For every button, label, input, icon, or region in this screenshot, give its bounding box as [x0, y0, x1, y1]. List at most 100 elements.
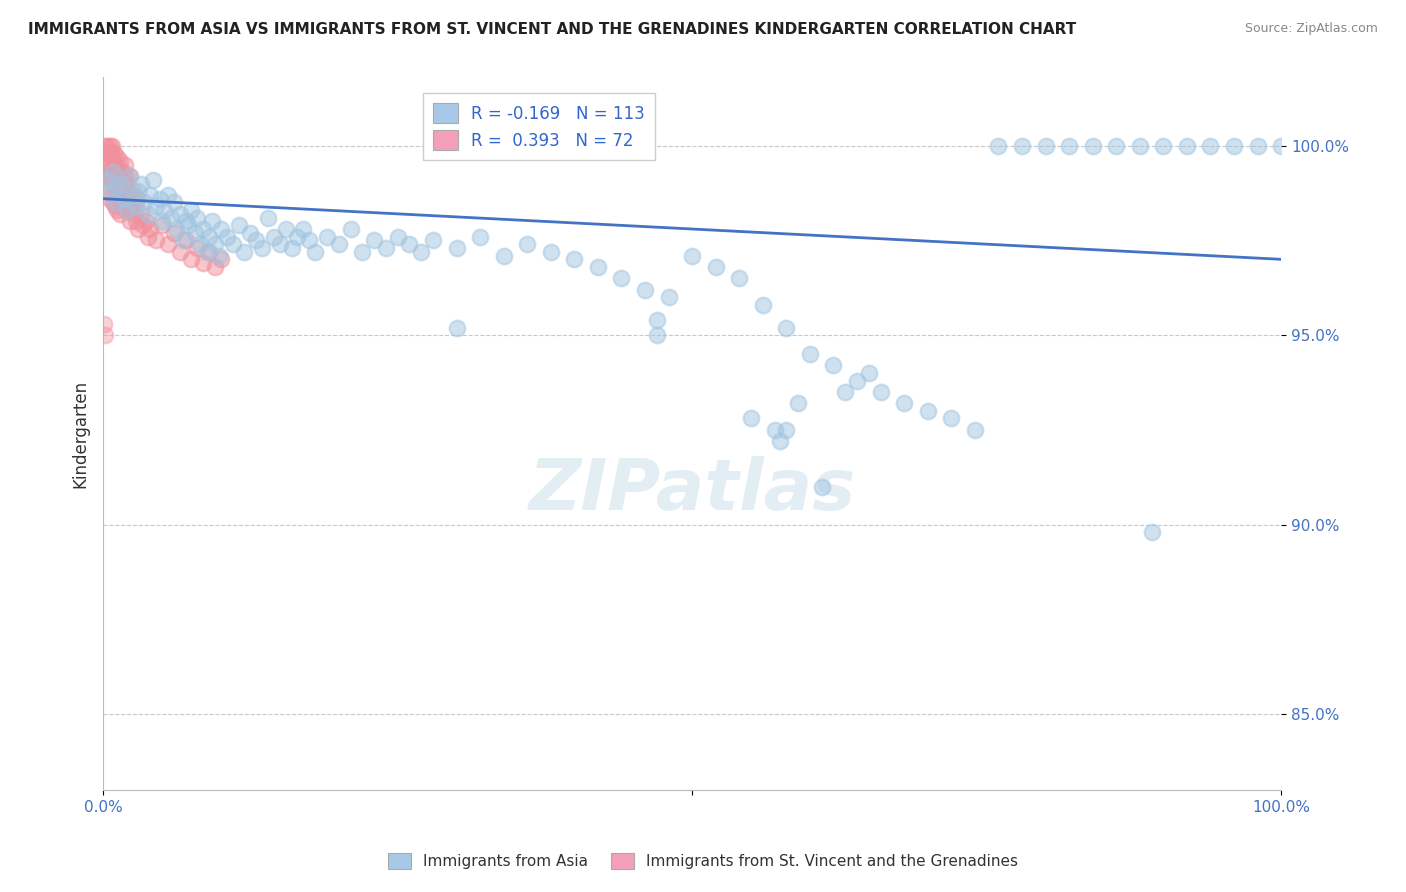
Point: [198, 229, 221, 244]
Point: [111, 192, 134, 206]
Point: [112, 195, 135, 210]
Point: [101, 165, 124, 179]
Point: [257, 211, 280, 225]
Point: [398, 237, 420, 252]
Point: [125, 199, 148, 213]
Point: [339, 222, 361, 236]
Point: [209, 252, 232, 267]
Point: [110, 188, 132, 202]
Point: [250, 241, 273, 255]
Point: [127, 192, 149, 206]
Point: [1011, 138, 1033, 153]
Point: [145, 233, 167, 247]
Point: [117, 195, 139, 210]
Point: [101, 195, 124, 210]
Point: [941, 411, 963, 425]
Point: [139, 188, 162, 202]
Point: [96, 177, 118, 191]
Point: [120, 199, 142, 213]
Point: [160, 211, 183, 225]
Point: [1246, 138, 1268, 153]
Point: [172, 233, 194, 247]
Point: [188, 237, 211, 252]
Point: [186, 211, 208, 225]
Point: [184, 226, 207, 240]
Point: [846, 374, 869, 388]
Point: [114, 203, 136, 218]
Point: [104, 195, 127, 210]
Point: [752, 298, 775, 312]
Point: [893, 396, 915, 410]
Point: [96, 173, 118, 187]
Point: [120, 214, 142, 228]
Point: [121, 184, 143, 198]
Point: [98, 192, 121, 206]
Point: [93, 146, 115, 161]
Point: [112, 177, 135, 191]
Point: [115, 203, 138, 218]
Point: [269, 237, 291, 252]
Point: [374, 241, 396, 255]
Point: [107, 161, 129, 176]
Point: [775, 423, 797, 437]
Point: [112, 199, 135, 213]
Point: [156, 237, 179, 252]
Point: [963, 423, 986, 437]
Point: [111, 165, 134, 179]
Point: [1270, 138, 1292, 153]
Point: [163, 226, 186, 240]
Point: [245, 233, 267, 247]
Point: [114, 158, 136, 172]
Point: [100, 146, 122, 161]
Point: [516, 237, 538, 252]
Point: [769, 434, 792, 449]
Point: [108, 169, 131, 183]
Point: [101, 153, 124, 168]
Point: [98, 138, 121, 153]
Point: [97, 158, 120, 172]
Point: [134, 195, 156, 210]
Point: [118, 169, 141, 183]
Point: [169, 207, 191, 221]
Point: [112, 192, 135, 206]
Point: [233, 244, 256, 259]
Point: [728, 271, 751, 285]
Point: [153, 203, 176, 218]
Point: [446, 320, 468, 334]
Point: [204, 260, 226, 274]
Point: [492, 248, 515, 262]
Point: [363, 233, 385, 247]
Point: [103, 146, 125, 161]
Point: [122, 207, 145, 221]
Point: [169, 244, 191, 259]
Point: [198, 244, 221, 259]
Point: [411, 244, 433, 259]
Point: [145, 199, 167, 213]
Point: [115, 192, 138, 206]
Point: [94, 150, 117, 164]
Point: [540, 244, 562, 259]
Point: [118, 203, 141, 218]
Point: [165, 222, 187, 236]
Point: [1081, 138, 1104, 153]
Point: [468, 229, 491, 244]
Point: [387, 229, 409, 244]
Point: [634, 283, 657, 297]
Point: [107, 184, 129, 198]
Point: [98, 184, 121, 198]
Point: [1140, 525, 1163, 540]
Point: [117, 184, 139, 198]
Point: [110, 177, 132, 191]
Point: [810, 480, 832, 494]
Point: [352, 244, 374, 259]
Legend: Immigrants from Asia, Immigrants from St. Vincent and the Grenadines: Immigrants from Asia, Immigrants from St…: [382, 847, 1024, 875]
Point: [704, 260, 727, 274]
Point: [292, 222, 315, 236]
Point: [1105, 138, 1128, 153]
Point: [195, 244, 218, 259]
Point: [775, 320, 797, 334]
Point: [200, 214, 222, 228]
Point: [105, 180, 128, 194]
Point: [108, 207, 131, 221]
Point: [142, 173, 165, 187]
